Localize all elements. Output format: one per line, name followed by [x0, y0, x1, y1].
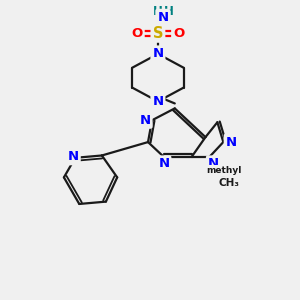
Text: N: N [152, 95, 164, 108]
Text: H: H [153, 5, 163, 18]
Text: O: O [131, 27, 143, 40]
Text: N: N [157, 11, 168, 24]
Text: N: N [152, 47, 164, 60]
Text: N: N [158, 158, 169, 170]
Text: CH₃: CH₃ [219, 178, 240, 188]
Text: S: S [153, 26, 163, 40]
Text: O: O [173, 27, 184, 40]
Text: N: N [208, 158, 219, 170]
Text: N: N [68, 150, 79, 163]
Text: N: N [226, 136, 237, 148]
Text: N: N [140, 114, 151, 127]
Text: H: H [164, 5, 174, 18]
Text: methyl: methyl [207, 166, 242, 175]
